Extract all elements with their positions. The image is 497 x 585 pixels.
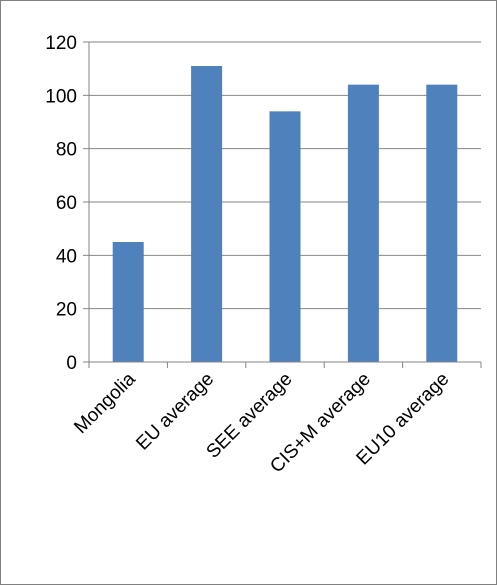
bars — [112, 66, 458, 363]
y-tick-label: 60 — [56, 193, 77, 214]
y-tick-label: 0 — [66, 353, 77, 374]
y-tick-label: 120 — [45, 33, 77, 54]
y-tick-label: 40 — [56, 246, 77, 267]
y-tick-label: 20 — [56, 300, 77, 321]
y-tick-label: 100 — [45, 86, 77, 107]
x-category-label: EU average — [132, 369, 218, 455]
bar — [269, 111, 301, 362]
x-tick-marks — [88, 362, 482, 368]
bar — [191, 66, 223, 362]
y-tick-label: 80 — [56, 140, 77, 161]
gridlines — [89, 41, 481, 310]
y-tick-labels: 0 20 40 60 80 100 120 — [45, 33, 89, 374]
bar — [112, 242, 144, 362]
bar — [426, 84, 458, 363]
x-category-label: Mongolia — [70, 368, 140, 438]
bar — [347, 84, 379, 363]
